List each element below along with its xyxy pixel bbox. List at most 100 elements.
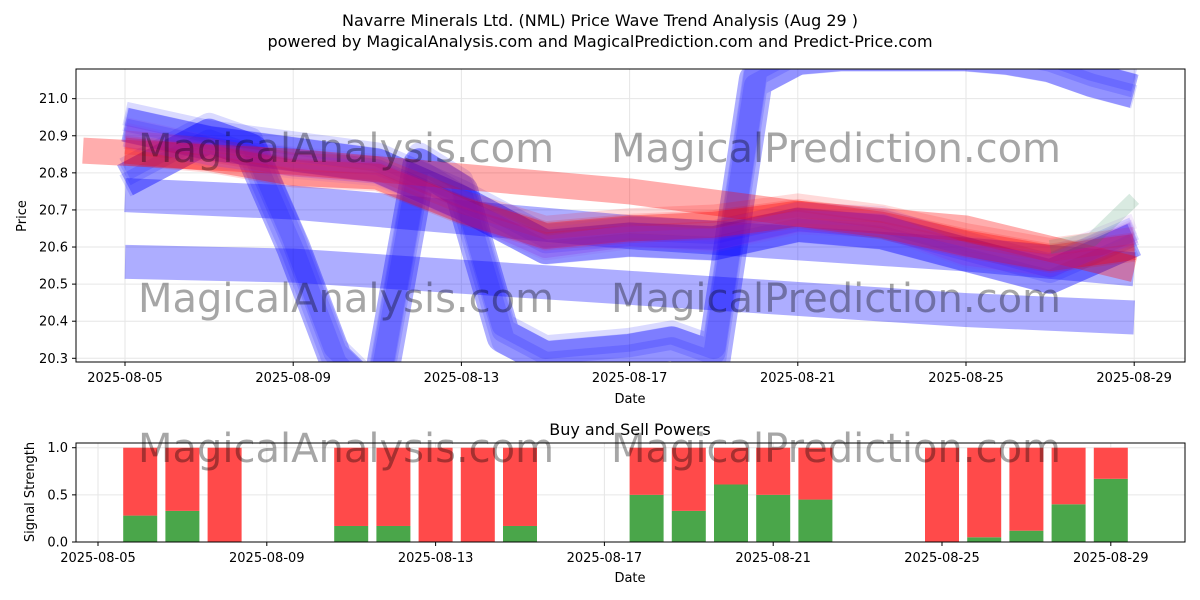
watermark-analysis-top-2: MagicalAnalysis.com [138, 276, 554, 322]
price-band-blue [122, 118, 1140, 295]
powers-x-tick-label: 2025-08-17 [567, 551, 643, 566]
price-y-tick-label: 20.6 [39, 241, 68, 256]
price-band-purple [123, 117, 1138, 263]
price-band-blue [119, 69, 1138, 362]
powers-chart-title: Buy and Sell Powers [549, 420, 711, 439]
price-x-tick-label: 2025-08-17 [592, 371, 668, 386]
buy-bar [756, 494, 791, 542]
sell-bar [714, 447, 748, 485]
price-y-tick-label: 20.7 [39, 203, 68, 218]
watermark-analysis-bottom: MagicalAnalysis.com [138, 426, 554, 472]
price-band-red [82, 137, 1138, 282]
sell-bar [1009, 447, 1044, 531]
price-y-tick-label: 20.3 [39, 352, 68, 367]
chart-subtitle: powered by MagicalAnalysis.com and Magic… [267, 32, 932, 51]
watermark-prediction-top-1: MagicalPrediction.com [611, 126, 1061, 172]
powers-x-axis-label: Date [614, 571, 645, 586]
buy-bar [376, 525, 411, 542]
price-watermarks: MagicalAnalysis.com MagicalPrediction.co… [138, 126, 1061, 322]
price-axes: 2025-08-05 2025-08-09 2025-08-13 2025-08-17… [39, 92, 1172, 386]
sell-bar [123, 447, 158, 516]
price-x-axis-label: Date [614, 392, 645, 407]
sell-bar [798, 447, 833, 500]
price-band-green [1048, 193, 1140, 254]
chart-title: Navarre Minerals Ltd. (NML) Price Wave T… [342, 11, 858, 30]
sell-bar [418, 447, 453, 542]
buy-bar [671, 510, 706, 542]
price-band-blue [122, 107, 1140, 284]
price-plot-frame [75, 68, 1186, 363]
sell-bar [503, 447, 537, 526]
sell-bar [967, 447, 1002, 538]
powers-y-tick-label: 1.0 [47, 441, 68, 456]
price-band-blue [122, 101, 1140, 278]
price-band-red [124, 135, 1136, 262]
price-band-blue [119, 69, 1138, 362]
price-band-red [124, 130, 1136, 257]
price-y-tick-label: 20.8 [39, 166, 68, 181]
price-y-axis-label: Price [15, 200, 30, 232]
powers-y-tick-label: 0.0 [47, 536, 68, 551]
price-bands [82, 69, 1142, 362]
powers-x-tick-label: 2025-08-05 [60, 551, 136, 566]
sell-bar [1051, 447, 1086, 505]
powers-x-tick-label: 2025-08-29 [1073, 551, 1149, 566]
powers-bars [123, 447, 1128, 542]
buy-bar [629, 494, 664, 542]
watermark-prediction-bottom: MagicalPrediction.com [611, 426, 1061, 472]
price-x-tick-label: 2025-08-29 [1096, 371, 1172, 386]
price-y-tick-label: 20.5 [39, 278, 68, 293]
sell-bar [207, 447, 242, 542]
powers-axes: 2025-08-05 2025-08-09 2025-08-13 2025-08-17… [47, 441, 1148, 566]
buy-bar [123, 515, 158, 542]
powers-y-tick-label: 0.5 [47, 488, 68, 503]
price-x-tick-label: 2025-08-25 [928, 371, 1004, 386]
price-band-blue [124, 178, 1136, 287]
price-y-tick-label: 20.4 [39, 315, 68, 330]
buy-bar [714, 484, 748, 542]
sell-bar [756, 447, 791, 495]
price-y-tick-label: 20.9 [39, 129, 68, 144]
powers-watermarks: MagicalAnalysis.com MagicalPrediction.co… [138, 426, 1061, 472]
price-x-tick-label: 2025-08-05 [87, 371, 163, 386]
buy-bar [967, 537, 1002, 542]
price-x-tick-label: 2025-08-13 [424, 371, 500, 386]
sell-bar [925, 447, 959, 542]
sell-bar [376, 447, 411, 526]
price-grid [76, 69, 1185, 362]
price-band-red [124, 147, 1136, 273]
buy-bar [165, 510, 200, 542]
watermark-analysis-top-1: MagicalAnalysis.com [138, 126, 554, 172]
sell-bar [334, 447, 369, 526]
sell-bar [671, 447, 706, 511]
powers-plot-frame [75, 442, 1186, 543]
sell-bar [165, 447, 200, 511]
powers-x-tick-label: 2025-08-09 [229, 551, 305, 566]
price-x-tick-label: 2025-08-21 [760, 371, 836, 386]
powers-x-tick-label: 2025-08-25 [904, 551, 980, 566]
price-band-red [123, 137, 1136, 272]
price-band-blue [124, 244, 1135, 335]
buy-bar [1093, 478, 1128, 542]
powers-x-tick-label: 2025-08-13 [398, 551, 474, 566]
watermark-prediction-top-2: MagicalPrediction.com [611, 276, 1061, 322]
price-band-purple [122, 125, 1139, 277]
buy-bar [334, 525, 369, 542]
price-y-tick-label: 21.0 [39, 92, 68, 107]
sell-bar [1093, 447, 1128, 479]
price-band-purple [123, 122, 1138, 268]
price-band-blue [121, 108, 1142, 294]
price-band-blue [117, 69, 1139, 362]
powers-x-tick-label: 2025-08-21 [735, 551, 811, 566]
price-band-blue [119, 69, 1138, 362]
sell-bar [629, 447, 664, 495]
buy-bar [798, 499, 833, 542]
price-band-purple [123, 133, 1138, 279]
sell-bar [460, 447, 495, 542]
price-x-tick-label: 2025-08-09 [255, 371, 331, 386]
buy-bar [1009, 530, 1044, 542]
powers-y-axis-label: Signal Strength [23, 442, 38, 542]
buy-bar [1051, 504, 1086, 542]
buy-bar [503, 525, 537, 542]
